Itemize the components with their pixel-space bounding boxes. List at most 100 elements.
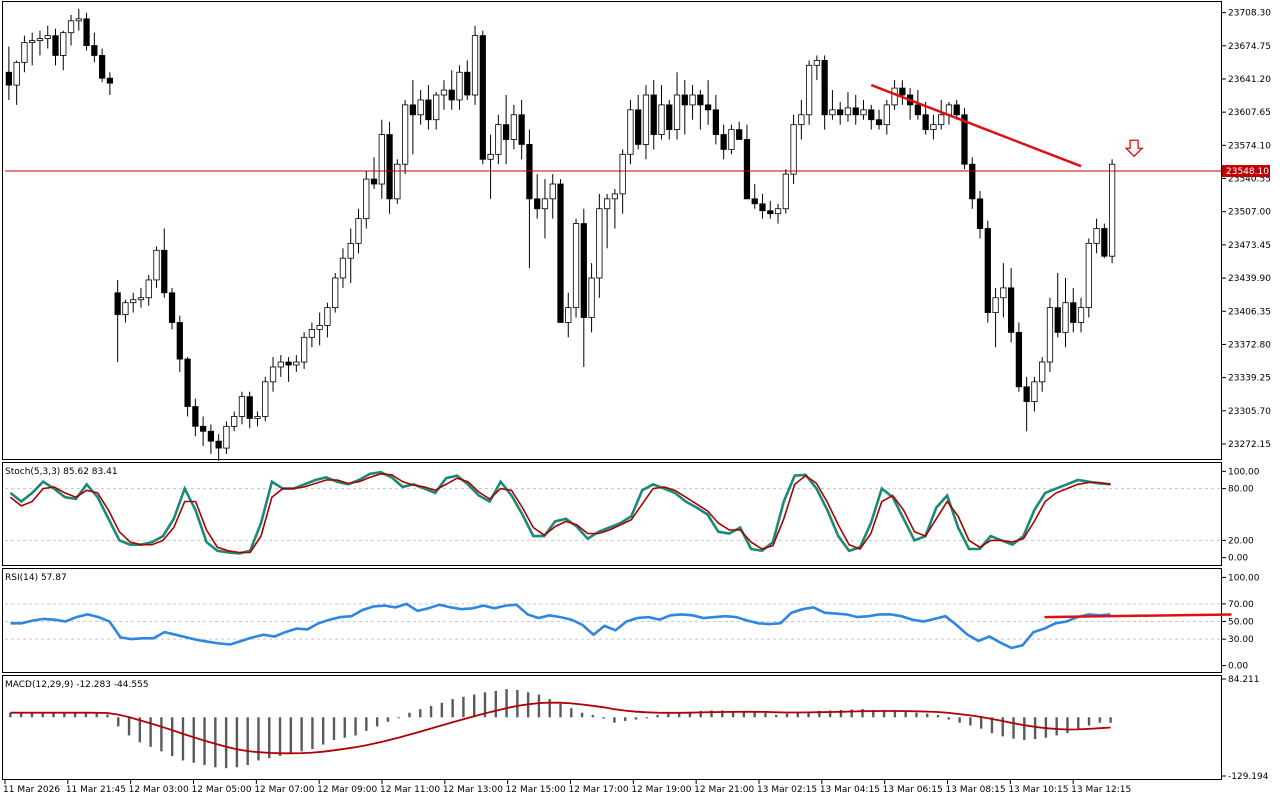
macd-histogram-bar	[278, 717, 282, 756]
candle	[1000, 287, 1007, 299]
macd-histogram-bar	[1033, 717, 1037, 740]
macd-histogram-bar	[688, 711, 692, 718]
price-trendline[interactable]	[870, 83, 1082, 168]
rsi-series-line	[10, 602, 1111, 650]
macd-histogram-bar	[214, 717, 217, 768]
time-axis-label: 12 Mar 09:00	[317, 785, 377, 795]
macd-histogram-bar	[764, 712, 767, 718]
price-axis-label: 23540.55	[1228, 175, 1271, 185]
candle	[868, 109, 875, 121]
price-axis-label: 23674.75	[1228, 42, 1271, 52]
macd-histogram-bar	[699, 710, 702, 718]
candle	[930, 124, 937, 131]
candle	[29, 40, 36, 43]
candle	[666, 104, 673, 131]
macd-histogram-bar	[969, 717, 972, 726]
candle	[324, 307, 331, 326]
candle	[254, 416, 261, 419]
macd-histogram-bar	[160, 717, 163, 752]
candle	[829, 109, 836, 116]
rsi-trendline[interactable]	[1044, 613, 1232, 619]
price-axis-label: 23507.00	[1228, 208, 1271, 218]
candle	[635, 109, 642, 145]
candle	[673, 94, 681, 131]
macd-histogram-bar	[386, 717, 390, 722]
macd-histogram-bar	[127, 717, 131, 736]
macd-histogram-bar	[30, 712, 34, 718]
candle	[953, 104, 960, 116]
macd-histogram-bar	[473, 694, 476, 718]
macd-histogram-bar	[289, 717, 293, 754]
macd-histogram-bar	[84, 712, 88, 718]
macd-histogram-bar	[915, 712, 918, 718]
candle	[91, 45, 98, 56]
macd-panel[interactable]	[2, 675, 1222, 780]
macd-histogram-bar	[656, 715, 659, 718]
macd-histogram-bar	[52, 712, 55, 718]
macd-histogram-bar	[343, 717, 346, 738]
candle	[269, 366, 277, 383]
candle	[495, 124, 502, 155]
macd-histogram-bar	[235, 717, 239, 768]
candle	[712, 109, 720, 135]
stoch-series-line	[9, 470, 1111, 555]
candle	[875, 119, 883, 126]
macd-histogram-bar	[559, 703, 562, 718]
time-axis-label: 13 Mar 04:15	[820, 785, 880, 795]
rsi-panel[interactable]	[2, 568, 1222, 673]
candle	[440, 89, 448, 96]
macd-histogram-bar	[828, 710, 832, 718]
candle	[526, 144, 533, 200]
candle	[355, 218, 362, 244]
macd-histogram-bar	[300, 717, 303, 752]
rsi-axis-label: 50.00	[1228, 618, 1254, 628]
candle	[52, 35, 59, 56]
macd-histogram-bar	[1023, 717, 1026, 741]
sell-signal-arrow-icon[interactable]	[1124, 139, 1144, 158]
macd-histogram-bar	[170, 717, 174, 756]
candle	[852, 107, 859, 116]
macd-histogram-bar	[516, 690, 519, 718]
candle	[891, 87, 898, 106]
candle	[767, 210, 774, 215]
macd-histogram-bar	[926, 713, 929, 718]
candle	[122, 302, 129, 315]
candle	[650, 94, 657, 135]
candle	[332, 277, 339, 309]
candle	[1031, 381, 1038, 403]
price-axis-label: 23372.80	[1228, 340, 1271, 350]
candle	[137, 297, 145, 301]
macd-histogram-bar	[667, 713, 670, 718]
candle	[751, 198, 758, 205]
candle	[262, 381, 269, 417]
macd-histogram-bar	[624, 717, 627, 721]
candle	[704, 104, 712, 111]
macd-histogram-bar	[645, 717, 648, 719]
time-axis-label: 12 Mar 11:00	[380, 785, 440, 795]
candle	[976, 198, 984, 229]
candle	[549, 183, 556, 200]
candle	[1046, 307, 1054, 363]
price-axis-label: 23708.30	[1228, 9, 1271, 19]
macd-axis-label: 84.211	[1228, 675, 1260, 685]
candle	[502, 124, 510, 140]
candle	[790, 124, 797, 175]
candle	[1101, 228, 1108, 257]
stochastic-panel[interactable]	[2, 462, 1222, 566]
macd-histogram-bar	[613, 717, 616, 723]
candle	[1015, 331, 1023, 388]
time-axis-label: 12 Mar 19:00	[631, 785, 691, 795]
candle	[347, 242, 354, 259]
candle	[774, 208, 782, 215]
macd-histogram-bar	[106, 714, 109, 718]
candle	[130, 299, 137, 304]
candle	[821, 59, 828, 116]
candle	[588, 277, 595, 318]
price-panel[interactable]	[2, 1, 1222, 460]
macd-histogram-bar	[818, 710, 821, 718]
candle	[805, 64, 813, 116]
candle	[1007, 287, 1015, 333]
macd-histogram-bar	[1087, 717, 1091, 726]
macd-histogram-bar	[1109, 717, 1112, 723]
